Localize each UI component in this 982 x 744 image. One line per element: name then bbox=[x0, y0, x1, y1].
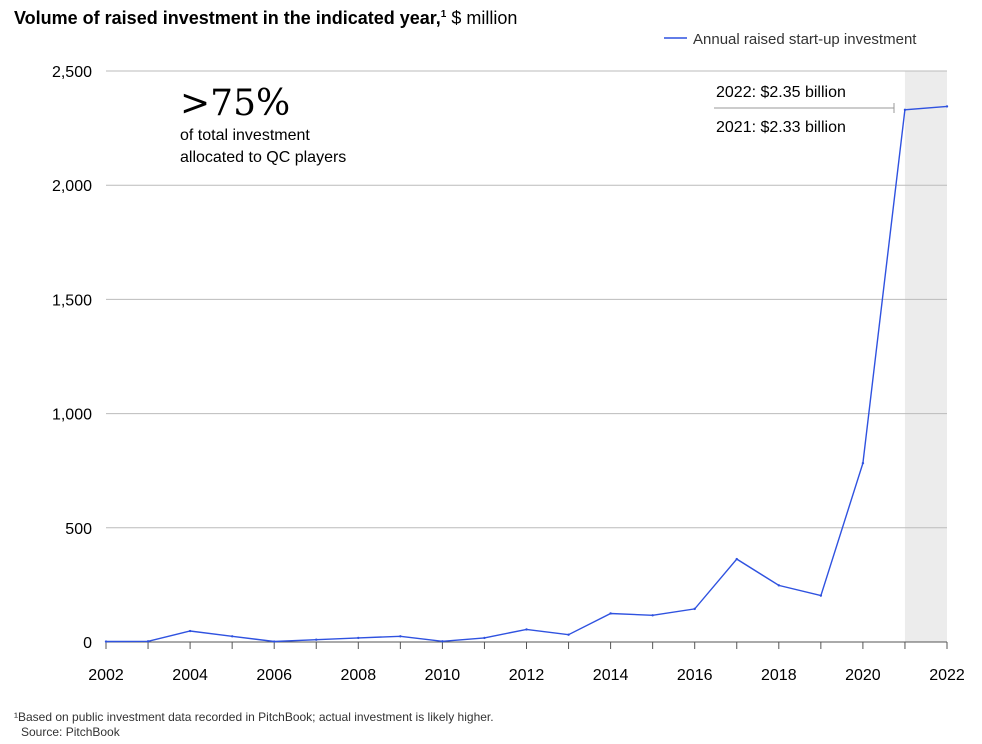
x-tick-label: 2016 bbox=[677, 667, 713, 684]
footnote-source: Source: PitchBook bbox=[21, 725, 120, 739]
y-tick-label: 1,500 bbox=[52, 292, 92, 309]
series-line bbox=[105, 105, 948, 643]
data-point bbox=[441, 640, 444, 643]
y-tick-label: 1,000 bbox=[52, 407, 92, 424]
x-tick-label: 2008 bbox=[341, 667, 377, 684]
callout-value: >75% bbox=[180, 83, 290, 124]
legend-label: Annual raised start-up investment bbox=[693, 31, 917, 48]
data-point bbox=[651, 614, 654, 617]
data-point bbox=[525, 628, 528, 631]
footnote: ¹Based on public investment data recorde… bbox=[14, 710, 494, 740]
annotation-2022: 2022: $2.35 billion bbox=[716, 84, 846, 101]
data-point bbox=[273, 640, 276, 643]
x-tick-label: 2012 bbox=[509, 667, 545, 684]
data-point bbox=[146, 640, 150, 643]
title-footnote-mark: 1 bbox=[440, 9, 447, 20]
footnote-note: ¹Based on public investment data recorde… bbox=[14, 710, 494, 724]
data-point bbox=[819, 594, 823, 597]
x-tick-label: 2022 bbox=[929, 667, 965, 684]
y-tick-label: 2,000 bbox=[52, 178, 92, 195]
data-point bbox=[399, 635, 402, 638]
callout-line-1: of total investment bbox=[180, 127, 310, 144]
x-tick-label: 2020 bbox=[845, 667, 881, 684]
y-tick-label: 0 bbox=[83, 635, 92, 652]
data-point bbox=[357, 636, 360, 640]
data-point bbox=[777, 584, 780, 587]
x-tick-label: 2010 bbox=[425, 667, 461, 684]
data-point bbox=[861, 461, 865, 465]
x-tick-label: 2018 bbox=[761, 667, 797, 684]
highlight-band bbox=[904, 71, 947, 642]
callout-line-2: allocated to QC players bbox=[180, 149, 346, 166]
x-tick-label: 2002 bbox=[88, 667, 124, 684]
y-tick-label: 2,500 bbox=[52, 64, 92, 81]
chart-title: Volume of raised investment in the indic… bbox=[14, 8, 517, 29]
data-point bbox=[230, 635, 234, 638]
x-tick-label: 2004 bbox=[172, 667, 208, 684]
chart-unit: $ million bbox=[451, 8, 518, 28]
x-tick-label: 2014 bbox=[593, 667, 629, 684]
data-points bbox=[104, 105, 949, 643]
data-point bbox=[483, 636, 486, 640]
y-tick-label: 500 bbox=[65, 521, 92, 538]
chart-title-text: Volume of raised investment in the indic… bbox=[14, 8, 441, 28]
data-point bbox=[903, 108, 907, 112]
data-point bbox=[188, 629, 192, 633]
data-point bbox=[735, 557, 738, 561]
data-point bbox=[693, 607, 696, 611]
x-tick-label: 2006 bbox=[256, 667, 292, 684]
x-axis: 2002 2004 2006 2008 2010 2012 2014 2016 2018 2020… bbox=[88, 642, 965, 684]
data-point bbox=[567, 633, 570, 636]
data-point bbox=[315, 638, 318, 641]
annotation-2021: 2021: $2.33 billion bbox=[716, 119, 846, 136]
y-axis: 0 500 1,000 1,500 2,000 2,500 bbox=[52, 64, 92, 652]
data-point bbox=[104, 640, 108, 643]
data-point bbox=[609, 612, 612, 615]
data-point bbox=[945, 105, 949, 108]
